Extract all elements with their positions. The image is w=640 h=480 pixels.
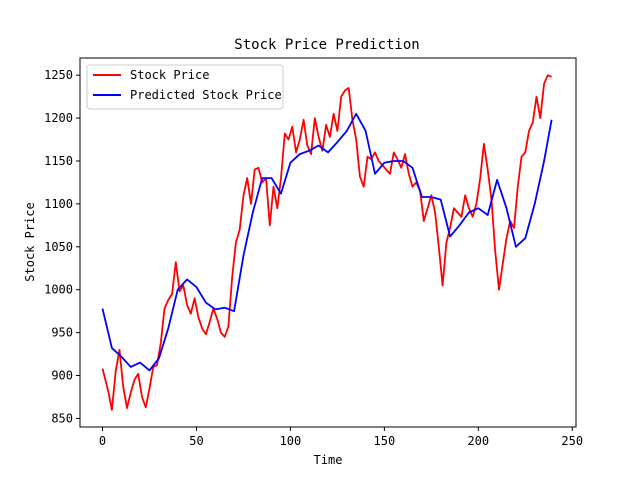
legend-box: [86, 64, 284, 110]
legend-label-stock-price: Stock Price: [130, 68, 209, 82]
x-tick-label: 200: [467, 434, 489, 448]
x-axis-label: Time: [314, 453, 343, 467]
y-axis-label: Stock Price: [23, 202, 37, 281]
legend-label-predicted-stock-price: Predicted Stock Price: [130, 88, 282, 102]
y-tick-label: 900: [51, 369, 73, 383]
y-tick-label: 1200: [44, 111, 73, 125]
x-tick-label: 250: [561, 434, 583, 448]
x-tick-label: 0: [99, 434, 106, 448]
x-tick-label: 150: [374, 434, 396, 448]
series-line-predicted-stock-price: [101, 112, 553, 372]
y-tick-label: 1100: [44, 197, 73, 211]
x-axis-ticks: 0 50 100 150 200 250: [99, 427, 583, 448]
y-tick-label: 1050: [44, 240, 73, 254]
plot-area: [101, 74, 553, 411]
x-tick-label: 50: [189, 434, 203, 448]
y-tick-label: 950: [51, 326, 73, 340]
series-line-stock-price: [101, 74, 552, 411]
y-tick-label: 1000: [44, 283, 73, 297]
y-axis-ticks: 850 900 950 1000 1050 1100 1150 1200 1250: [44, 68, 80, 425]
y-tick-label: 850: [51, 411, 73, 425]
legend: Stock Price Predicted Stock Price: [86, 64, 284, 110]
axes-frame: [79, 57, 577, 428]
chart-title: Stock Price Prediction: [234, 37, 419, 53]
y-tick-label: 1250: [44, 68, 73, 82]
y-tick-label: 1150: [44, 154, 73, 168]
x-tick-label: 100: [280, 434, 302, 448]
